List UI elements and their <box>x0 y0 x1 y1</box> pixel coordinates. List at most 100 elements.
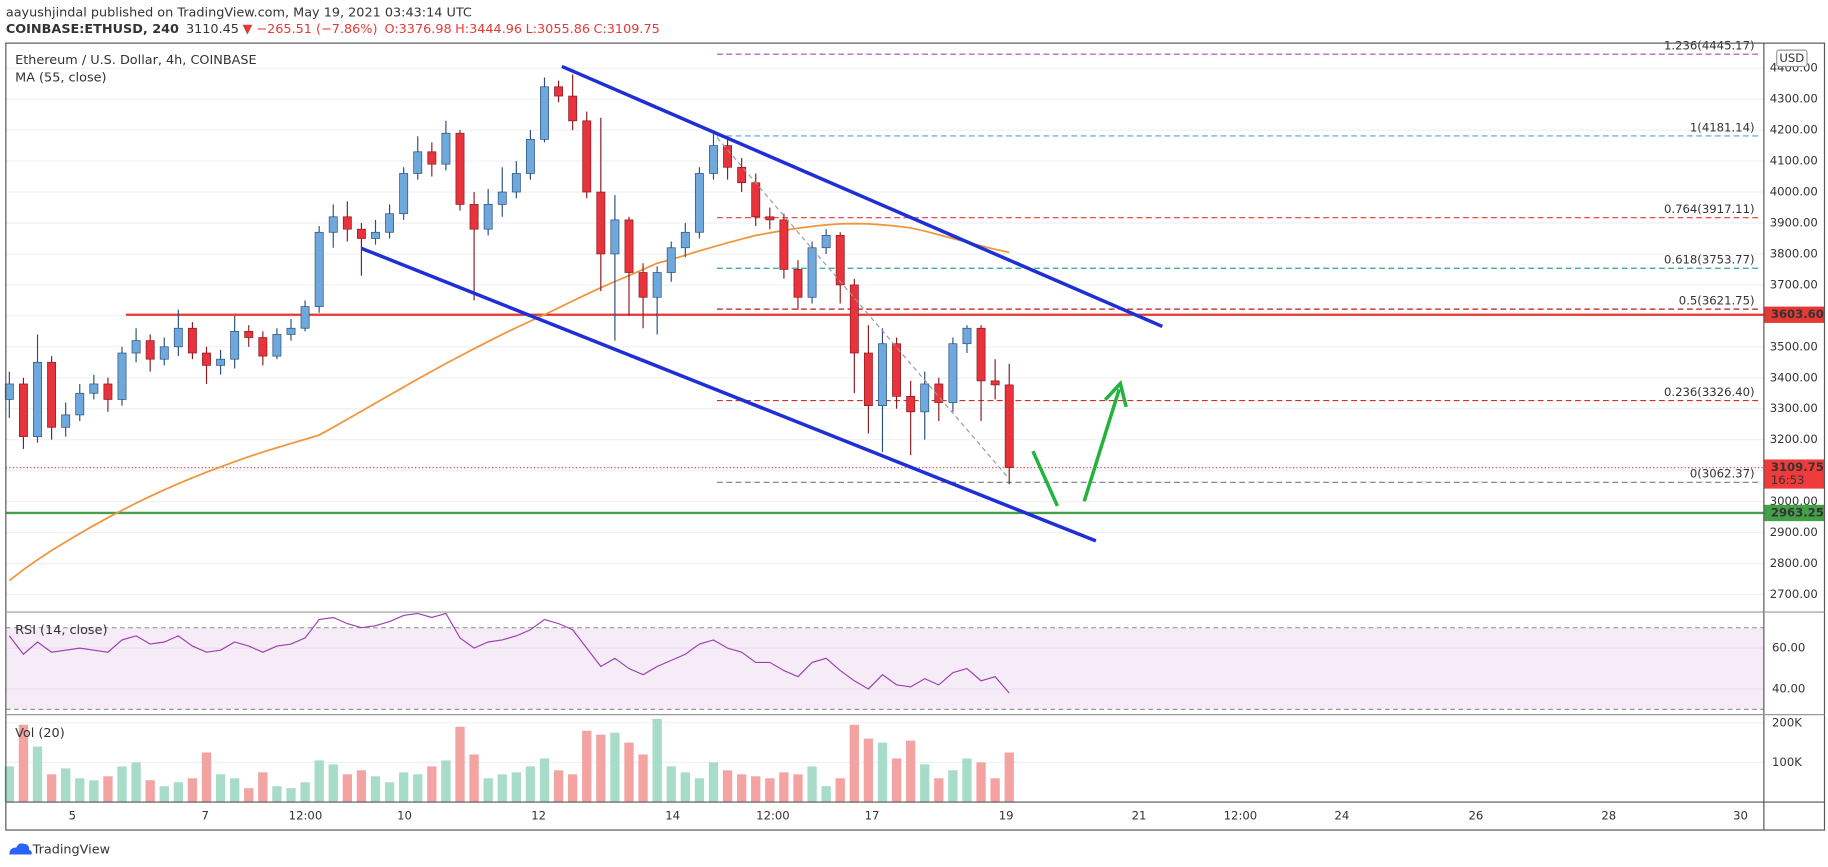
candle-body <box>131 340 141 354</box>
candle-body <box>117 352 127 400</box>
candle-body <box>230 330 240 360</box>
candle-body <box>511 173 521 193</box>
volume-bar <box>891 758 902 803</box>
countdown: 16:53 <box>1771 473 1805 487</box>
candle-body <box>835 235 845 286</box>
y-tick-label: 2900.00 <box>1770 525 1818 539</box>
candle-body <box>751 182 761 218</box>
frame <box>5 42 1826 831</box>
candle-body <box>737 166 747 184</box>
candle-body <box>765 216 775 221</box>
candle-body <box>145 340 155 360</box>
volume-bar <box>230 778 240 803</box>
volume-bar <box>117 766 127 803</box>
volume-bar <box>159 786 169 803</box>
rsi-band <box>5 627 1764 710</box>
volume-bar <box>821 786 831 803</box>
candle-body <box>906 395 916 413</box>
fib-label: 0.764(3917.11) <box>1664 202 1755 216</box>
candle-body <box>962 327 972 345</box>
candle-body <box>610 219 620 255</box>
volume-bar <box>201 752 212 803</box>
volume-bar <box>441 760 451 803</box>
currency: USD <box>1779 51 1804 65</box>
candle-body <box>821 235 831 249</box>
y-tick-label: 2700.00 <box>1770 587 1818 601</box>
volume-bar <box>849 724 859 803</box>
volume-bar <box>455 726 465 803</box>
y-tick-label: 4200.00 <box>1770 123 1818 137</box>
level-box <box>1763 306 1825 323</box>
change: ▼ −265.51 (−7.86%) <box>242 22 377 37</box>
volume-bar <box>708 762 719 803</box>
y-tick-label: 4000.00 <box>1770 185 1818 199</box>
y-tick-label: 3200.00 <box>1770 432 1818 446</box>
candle-body <box>638 272 648 298</box>
volume-bar <box>61 768 71 803</box>
volume-bar <box>511 772 521 803</box>
candle-body <box>244 330 254 338</box>
candle-body <box>793 269 803 298</box>
candle-body <box>328 216 338 233</box>
volume-tick-label: 100K <box>1772 755 1802 769</box>
volume-bar <box>666 766 676 803</box>
x-tick-label: 12:00 <box>756 809 790 823</box>
volume-label: Vol (20) <box>15 726 65 741</box>
candle-body <box>371 231 380 239</box>
volume-bar <box>46 774 57 803</box>
x-tick-label: 5 <box>69 809 76 823</box>
x-tick-label: 12 <box>531 809 546 823</box>
x-tick-label: 17 <box>865 809 880 823</box>
candle-body <box>47 361 57 428</box>
volume-bar <box>173 782 184 803</box>
y-tick-label: 4300.00 <box>1770 92 1818 106</box>
candle-body <box>187 327 197 354</box>
fib-label: 0.5(3621.75) <box>1679 293 1755 307</box>
volume-bar <box>525 766 536 803</box>
candle-body <box>582 120 592 193</box>
candle-body <box>89 383 99 394</box>
volume-bar <box>596 734 606 803</box>
volume-bar <box>807 766 817 803</box>
last-price-box <box>1763 459 1825 489</box>
ma-label: MA (55, close) <box>15 71 106 86</box>
candle-body <box>455 132 465 205</box>
open: O:3376.98 <box>384 22 451 37</box>
volume-bar <box>990 778 1000 803</box>
candle-body <box>286 327 296 335</box>
rsi-tick-label: 40.00 <box>1772 681 1805 695</box>
high: H:3444.96 <box>455 22 522 37</box>
volume-bar <box>187 778 198 803</box>
level-box-label: 2963.25 <box>1771 505 1824 519</box>
candle-body <box>103 383 113 400</box>
ma-line <box>8 222 1010 582</box>
volume-bar <box>483 778 493 803</box>
candle-body <box>399 173 409 215</box>
volume-bar <box>736 774 747 803</box>
rsi-line <box>8 612 1010 694</box>
volume-bar <box>89 780 99 803</box>
volume-bar <box>835 778 845 803</box>
volume-bar <box>722 770 733 803</box>
volume-bar <box>680 772 690 803</box>
fib-label: 1.236(4445.17) <box>1664 39 1755 53</box>
x-tick-label: 7 <box>201 809 208 823</box>
candle-body <box>1004 384 1014 468</box>
volume-bar <box>948 770 958 803</box>
candle-body <box>441 132 451 165</box>
volume-bar <box>751 776 761 803</box>
volume-bar <box>103 776 113 803</box>
arrow-up <box>1082 388 1121 502</box>
volume-bar <box>131 762 141 803</box>
volume-bar <box>779 772 789 803</box>
volume-bar <box>145 780 155 803</box>
volume-tick-label: 200K <box>1772 715 1802 729</box>
candle-body <box>413 151 423 174</box>
volume-bar <box>398 772 409 803</box>
x-tick-label: 26 <box>1469 809 1484 823</box>
y-tick-label: 2800.00 <box>1770 556 1818 570</box>
y-tick-label: 3500.00 <box>1770 339 1818 353</box>
candle-body <box>4 383 14 400</box>
candle-body <box>779 219 789 270</box>
volume-bar <box>4 766 15 803</box>
